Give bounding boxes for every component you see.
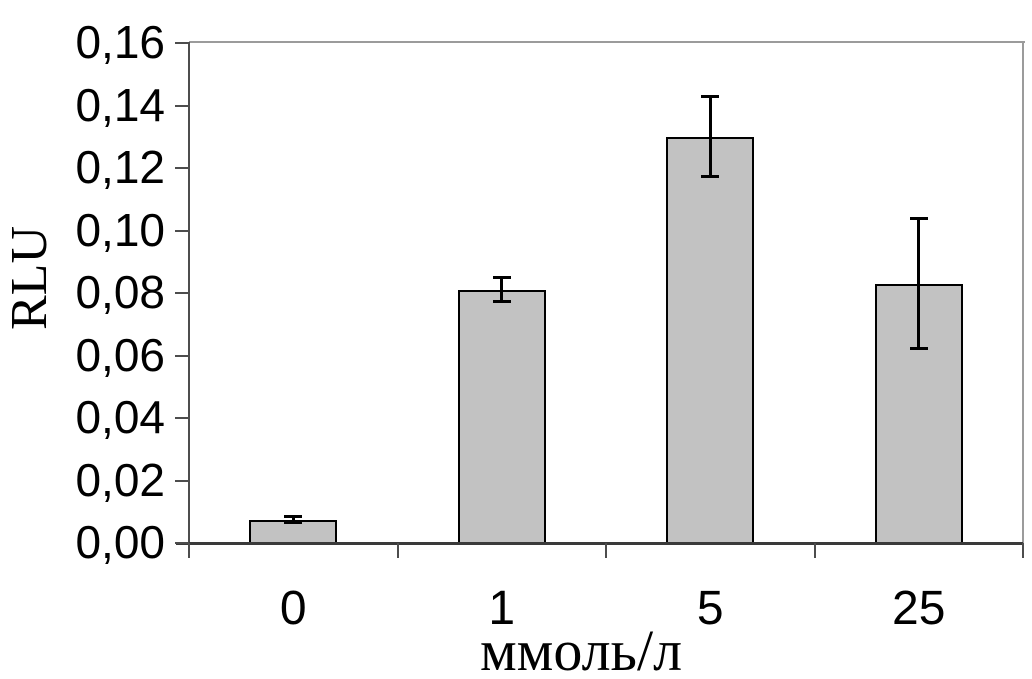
x-tick-mark [813,543,816,558]
y-tick-label: 0,12 [75,140,165,193]
y-tick-mark [175,479,189,482]
error-bar-cap-top [701,95,720,99]
y-tick-mark [175,292,189,294]
x-axis-line [176,542,1023,545]
error-bar-cap-bottom [701,175,720,179]
plot-frame-right [1022,41,1024,543]
error-bar [708,96,712,178]
bar [457,289,546,543]
y-tick-mark [175,542,189,544]
x-tick-mark [188,543,190,558]
y-tick-label: 0,16 [75,15,165,68]
error-bar-cap-bottom [492,300,511,304]
y-tick-mark [175,42,189,44]
x-tick-mark [1022,543,1024,558]
y-tick-mark [175,417,189,419]
y-axis-line [188,42,190,544]
y-tick-label: 0,10 [75,203,165,256]
y-tick-label: 0,00 [75,515,165,568]
y-tick-label: 0,14 [75,78,165,131]
x-tick-label: 0 [279,582,307,635]
x-tick-label: 1 [488,582,516,635]
bar [666,136,755,543]
error-bar [500,277,504,303]
x-tick-mark [605,543,607,558]
x-tick-label: 25 [892,582,946,635]
error-bar [917,218,921,350]
error-bar-cap-bottom [909,347,928,351]
y-tick-label: 0,06 [75,328,165,381]
error-bar [291,516,295,523]
error-bar-cap-bottom [284,520,303,524]
error-bar-cap-top [909,217,928,220]
y-tick-label: 0,04 [75,390,165,443]
error-bar-cap-top [284,515,303,519]
y-tick-label: 0,02 [75,453,165,506]
y-tick-mark [175,167,189,169]
y-tick-mark [175,104,189,107]
x-tick-mark [396,543,399,558]
y-tick-mark [175,229,189,232]
y-tick-mark [175,354,189,357]
error-bar-cap-top [492,276,511,280]
plot-frame-top [189,41,1025,43]
x-axis-title: ммоль/л [479,618,683,679]
y-tick-label: 0,08 [75,265,165,318]
x-tick-label: 5 [696,582,724,635]
